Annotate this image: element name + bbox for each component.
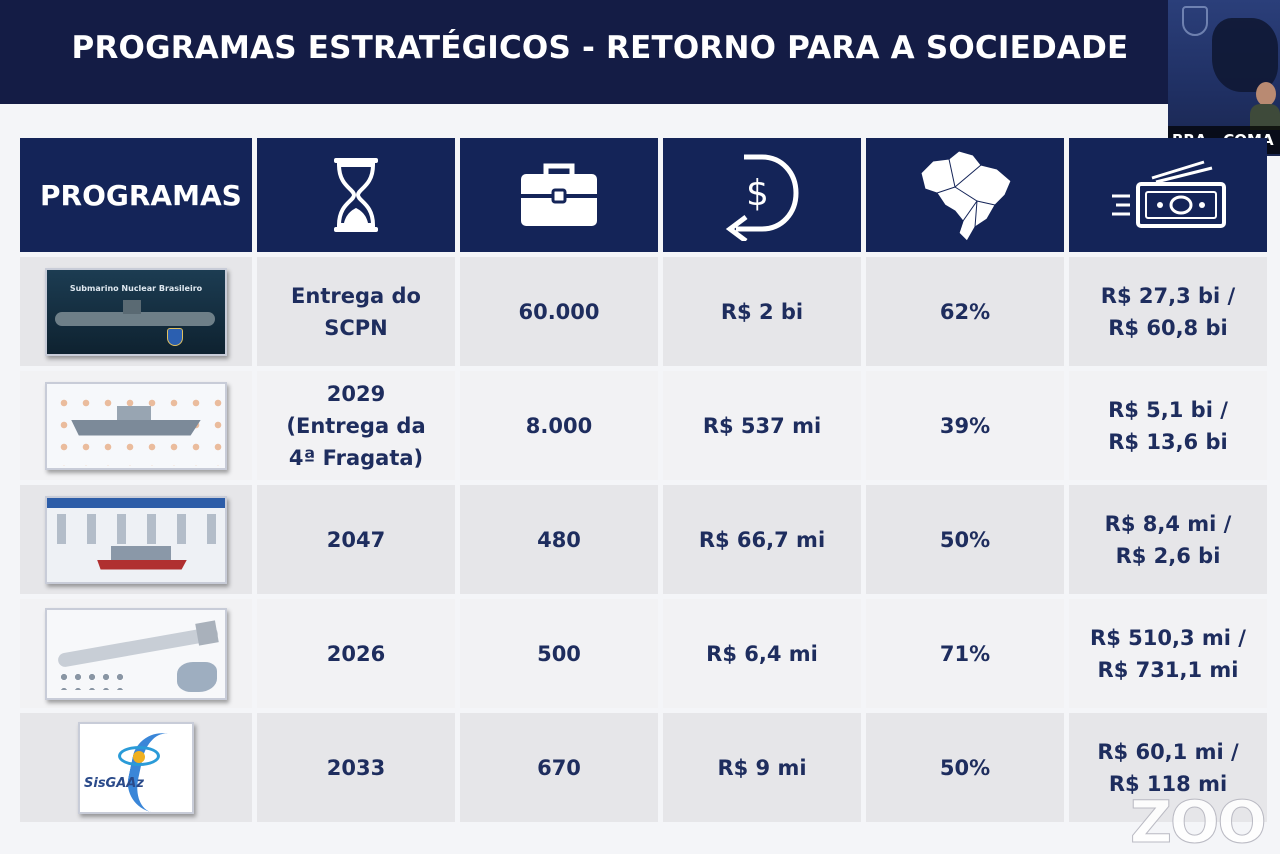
missile-image <box>45 607 227 700</box>
header-timeline <box>257 138 455 252</box>
header-return: $ <box>663 138 861 252</box>
header-investment <box>1069 138 1267 252</box>
investment-cell: R$ 510,3 mi / R$ 731,1 mi <box>1069 599 1267 708</box>
submarine-image: Submarino Nuclear Brasileiro <box>45 267 227 356</box>
program-image-cell: SisGAAz <box>20 713 252 822</box>
program-image-cell <box>20 599 252 708</box>
header-jobs <box>460 138 658 252</box>
jobs-cell: 480 <box>460 485 658 594</box>
background-map <box>1212 18 1278 92</box>
jobs-cell: 8.000 <box>460 371 658 480</box>
timeline-cell: Entrega do SCPN <box>257 257 455 366</box>
timeline-cell: 2029 (Entrega da 4ª Fragata) <box>257 371 455 480</box>
timeline-cell: 2047 <box>257 485 455 594</box>
participant-video[interactable]: BRA - COMA <box>1168 0 1280 156</box>
nationalization-cell: 50% <box>866 485 1064 594</box>
participant-person <box>1250 82 1280 130</box>
header-programas: PROGRAMAS <box>20 138 252 252</box>
briefcase-icon <box>521 163 597 226</box>
slide-header: PROGRAMAS ESTRATÉGICOS - RETORNO PARA A … <box>0 0 1280 104</box>
nationalization-cell: 39% <box>866 371 1064 480</box>
jobs-cell: 500 <box>460 599 658 708</box>
frigate-image <box>45 381 227 470</box>
navy-emblem-icon <box>1182 6 1208 36</box>
jobs-cell: 60.000 <box>460 257 658 366</box>
investment-cell: R$ 27,3 bi / R$ 60,8 bi <box>1069 257 1267 366</box>
nationalization-cell: 71% <box>866 599 1064 708</box>
program-image-cell: Submarino Nuclear Brasileiro <box>20 257 252 366</box>
svg-text:$: $ <box>746 173 769 214</box>
money-icon <box>1112 160 1226 228</box>
program-image-cell <box>20 485 252 594</box>
timeline-cell: 2026 <box>257 599 455 708</box>
submarine-image-title: Submarino Nuclear Brasileiro <box>69 283 203 293</box>
return-cell: R$ 66,7 mi <box>663 485 861 594</box>
brazil-map-icon <box>920 150 1012 242</box>
jobs-cell: 670 <box>460 713 658 822</box>
return-cell: R$ 2 bi <box>663 257 861 366</box>
nationalization-cell: 50% <box>866 713 1064 822</box>
hourglass-icon <box>334 158 378 232</box>
programs-table: PROGRAMAS $ <box>20 138 1267 822</box>
timeline-cell: 2033 <box>257 713 455 822</box>
program-image-cell <box>20 371 252 480</box>
patrol-ship-image <box>45 495 227 584</box>
slide-title: PROGRAMAS ESTRATÉGICOS - RETORNO PARA A … <box>71 30 1129 66</box>
nationalization-cell: 62% <box>866 257 1064 366</box>
return-cell: R$ 6,4 mi <box>663 599 861 708</box>
return-cell: R$ 537 mi <box>663 371 861 480</box>
dollar-return-icon: $ <box>725 154 799 241</box>
sisgaaz-logo-text: SisGAAz <box>84 775 144 791</box>
investment-cell: R$ 5,1 bi / R$ 13,6 bi <box>1069 371 1267 480</box>
header-nationalization <box>866 138 1064 252</box>
investment-cell: R$ 60,1 mi / R$ 118 mi <box>1069 713 1267 822</box>
return-cell: R$ 9 mi <box>663 713 861 822</box>
sisgaaz-logo: SisGAAz <box>78 721 194 814</box>
zoom-watermark: ZOO <box>1130 788 1268 854</box>
investment-cell: R$ 8,4 mi / R$ 2,6 bi <box>1069 485 1267 594</box>
